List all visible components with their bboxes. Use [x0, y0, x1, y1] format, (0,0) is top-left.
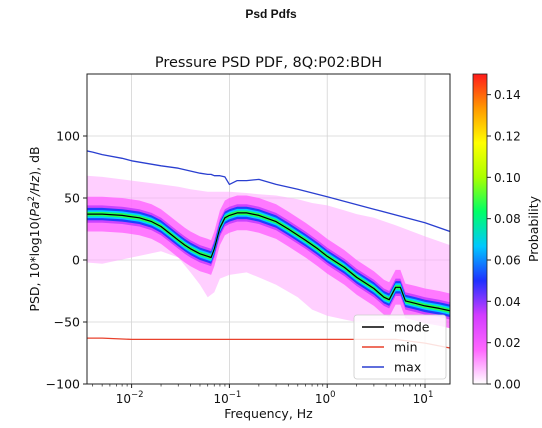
colorbar-tick-label: 0.10: [494, 171, 521, 185]
x-axis: 10−2 10−1 100 101: [92, 384, 434, 406]
x-tick-label: 101: [413, 390, 434, 406]
x-axis-label: Frequency, Hz: [224, 406, 313, 421]
colorbar-tick-label: 0.14: [494, 88, 521, 102]
density-inner: [87, 204, 450, 320]
density-mid: [87, 195, 450, 329]
series-line-mode: [87, 212, 450, 312]
colorbar-tick-label: 0.08: [494, 212, 521, 226]
legend-label-mode: mode: [394, 320, 430, 335]
chart-title: Pressure PSD PDF, 8Q:P02:BDH: [155, 55, 382, 71]
colorbar-tick-label: 0.00: [494, 378, 521, 392]
y-tick-label: 100: [56, 129, 80, 144]
colorbar-ticks: 0.00 0.02 0.04 0.06 0.08 0.10 0.12 0.14: [487, 88, 521, 392]
series-line-max: [87, 150, 450, 233]
x-tick-label: 10−2: [116, 390, 144, 406]
colorbar-tick-label: 0.12: [494, 130, 521, 144]
y-tick-label: 0: [72, 253, 80, 268]
colorbar-tick-label: 0.02: [494, 336, 521, 350]
colorbar: [472, 73, 488, 385]
x-tick-label: 10−1: [214, 390, 242, 406]
y-tick-label: −50: [54, 315, 80, 330]
legend-label-max: max: [394, 360, 421, 375]
colorbar-label: Probability: [526, 195, 541, 262]
legend-label-min: min: [394, 340, 418, 355]
y-tick-label: −100: [46, 377, 80, 392]
plot-frame: [86, 73, 451, 385]
density-high: [87, 206, 450, 317]
x-tick-label: 100: [315, 390, 336, 406]
y-tick-label: 50: [64, 191, 80, 206]
y-axis: −100 −50 0 50 100: [46, 129, 87, 392]
page-title: Psd Pdfs: [245, 7, 297, 21]
y-axis-label: PSD, 10*log10(Pa2/Hz), dB: [27, 146, 42, 311]
colorbar-tick-label: 0.04: [494, 295, 521, 309]
probability-density: [87, 175, 450, 329]
legend: mode min max: [353, 314, 447, 380]
legend-box: [353, 314, 447, 380]
colorbar-tick-label: 0.06: [494, 254, 521, 268]
